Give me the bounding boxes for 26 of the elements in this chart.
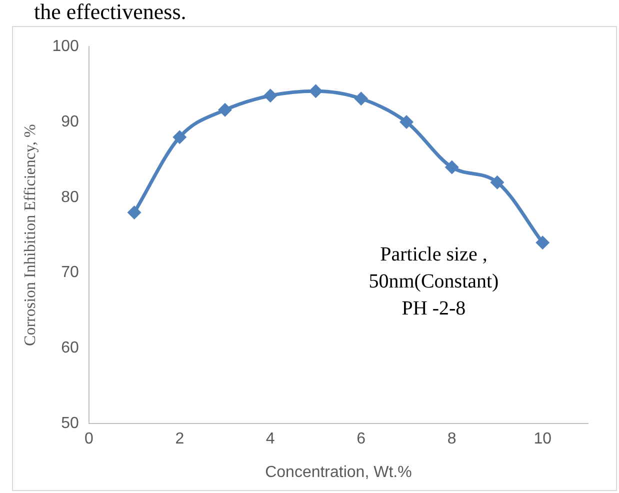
x-tick-label: 6 <box>356 430 366 448</box>
y-tick-label: 90 <box>61 113 79 130</box>
point <box>354 92 368 106</box>
point <box>400 115 414 129</box>
text: the effectiveness. <box>34 0 186 24</box>
point <box>127 205 142 220</box>
y-tick-label: 60 <box>61 340 79 357</box>
x-tick-label: 2 <box>175 430 184 448</box>
x-tick-label: 0 <box>84 430 94 448</box>
y-tick-label: 80 <box>61 188 79 206</box>
point <box>308 84 323 98</box>
y-tick-label: 100 <box>52 38 79 56</box>
y-axis-title: Corrosion Inhibition Efficiency, % <box>22 124 39 346</box>
point <box>490 175 504 190</box>
point <box>263 88 278 103</box>
point <box>172 130 187 144</box>
point <box>218 102 232 117</box>
point <box>444 160 459 174</box>
x-tick-label: 4 <box>266 430 275 448</box>
point <box>536 236 550 250</box>
x-tick-label: 8 <box>447 430 456 448</box>
x-tick-label: 10 <box>534 430 552 448</box>
annotation: Particle size , 50nm(Constant) PH -2-8 <box>368 244 499 320</box>
y-tick-label: 70 <box>61 264 79 282</box>
x-axis-title: Concentration, Wt.% <box>265 464 412 481</box>
y-tick-label: 50 <box>61 415 79 432</box>
